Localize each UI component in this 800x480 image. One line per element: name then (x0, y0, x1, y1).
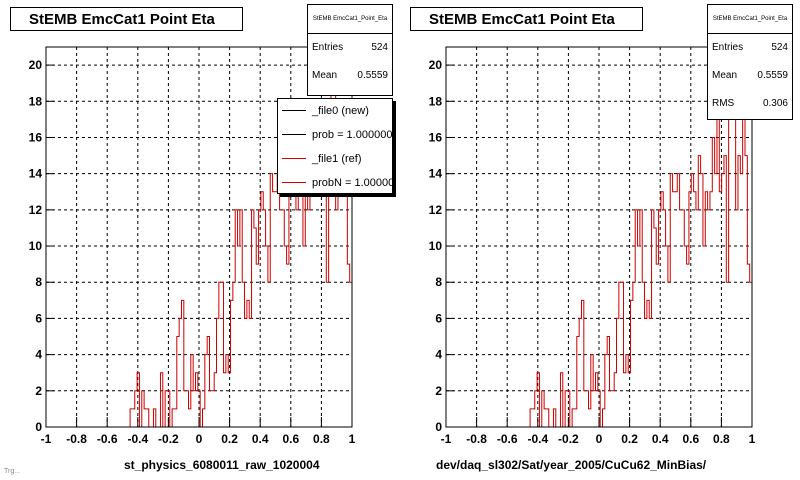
footer-text: Trg... (4, 468, 21, 475)
right-y-tick-label-8: 16 (429, 130, 443, 144)
right-y-tick-label-10: 20 (429, 58, 443, 72)
right-stats-mean-value: 0.5559 (757, 70, 788, 81)
legend-entry-probn: probN = 1.000000 (278, 171, 393, 193)
left-stats-box: StEMB EmcCat1_Point_Eta Entries 524 Mean… (307, 4, 393, 96)
legend-swatch-file0 (282, 110, 306, 111)
left-stats-mean-value: 0.5559 (357, 70, 388, 81)
right-stats-entries-value: 524 (771, 42, 788, 53)
legend-entry-file0: _file0 (new) (278, 99, 392, 123)
right-stats-header: StEMB EmcCat1_Point_Eta (708, 5, 792, 34)
legend-label-probn: probN = 1.000000 (312, 177, 393, 189)
legend-label-file1: _file1 (ref) (312, 153, 362, 165)
legend-swatch-probn (282, 182, 306, 183)
left-stats-row-mean: Mean 0.5559 (308, 62, 392, 90)
right-x-tick-label-2: -0.6 (497, 432, 518, 446)
left-y-tick-label-2: 4 (35, 348, 42, 362)
legend-label-prob: prob = 1.000000 (312, 129, 393, 141)
left-x-tick-label-3: -0.4 (127, 432, 148, 446)
right-x-tick-label-10: 1 (749, 432, 756, 446)
right-x-tick-label-9: 0.8 (713, 432, 730, 446)
left-x-tick-label-2: -0.6 (97, 432, 118, 446)
right-stats-row-entries: Entries 524 (708, 34, 792, 62)
legend-entry-file1: _file1 (ref) (278, 147, 392, 171)
right-y-tick-label-0: 0 (435, 420, 442, 434)
right-stats-row-mean: Mean 0.5559 (708, 62, 792, 90)
right-y-tick-label-3: 6 (435, 311, 442, 325)
left-x-tick-label-6: 0.2 (221, 432, 238, 446)
right-y-tick-label-6: 12 (429, 203, 443, 217)
right-stats-rms-label: RMS (712, 98, 735, 109)
right-x-tick-label-4: -0.2 (558, 432, 579, 446)
left-x-tick-label-9: 0.8 (313, 432, 330, 446)
right-x-tick-label-6: 0.2 (621, 432, 638, 446)
right-y-tick-label-4: 8 (435, 275, 442, 289)
left-stats-row-entries: Entries 524 (308, 34, 392, 62)
right-panel-title: StEMB EmcCat1 Point Eta (410, 7, 643, 31)
left-stats-header: StEMB EmcCat1_Point_Eta (308, 5, 392, 34)
right-stats-box: StEMB EmcCat1_Point_Eta Entries 524 Mean… (707, 4, 793, 120)
left-y-tick-label-1: 2 (35, 384, 42, 398)
right-y-tick-label-2: 4 (435, 348, 442, 362)
legend-entry-prob: prob = 1.000000 (278, 123, 392, 147)
legend-swatch-prob (282, 134, 306, 135)
left-x-axis-label: st_physics_6080011_raw_1020004 (124, 458, 320, 472)
left-x-tick-label-10: 1 (349, 432, 356, 446)
left-panel-title: StEMB EmcCat1 Point Eta (10, 7, 243, 31)
right-stats-mean-label: Mean (712, 70, 738, 81)
left-y-tick-label-9: 18 (29, 94, 43, 108)
right-stats-row-rms: RMS 0.306 (708, 90, 792, 118)
left-x-tick-label-1: -0.8 (66, 432, 87, 446)
left-y-tick-label-6: 12 (29, 203, 43, 217)
right-y-tick-label-5: 10 (429, 239, 443, 253)
left-stats-entries-label: Entries (312, 42, 344, 53)
right-x-tick-label-1: -0.8 (466, 432, 487, 446)
left-y-tick-label-5: 10 (29, 239, 43, 253)
right-stats-entries-label: Entries (712, 42, 744, 53)
left-y-tick-label-7: 14 (29, 167, 43, 181)
left-stats-entries-value: 524 (371, 42, 388, 53)
right-x-tick-label-0: -1 (441, 432, 452, 446)
left-y-tick-label-3: 6 (35, 311, 42, 325)
right-x-tick-label-5: 0 (596, 432, 603, 446)
left-y-tick-label-10: 20 (29, 58, 43, 72)
left-x-tick-label-7: 0.4 (252, 432, 269, 446)
right-x-tick-label-8: 0.6 (682, 432, 699, 446)
right-y-tick-label-9: 18 (429, 94, 443, 108)
left-y-tick-label-8: 16 (29, 130, 43, 144)
right-x-tick-label-7: 0.4 (652, 432, 669, 446)
left-x-tick-label-4: -0.2 (158, 432, 179, 446)
left-y-tick-label-4: 8 (35, 275, 42, 289)
legend-box: _file0 (new) prob = 1.000000 _file1 (ref… (277, 98, 393, 194)
left-x-tick-label-0: -1 (41, 432, 52, 446)
right-y-tick-label-7: 14 (429, 167, 443, 181)
right-x-axis-label: dev/daq_sl302/Sat/year_2005/CuCu62_MinBi… (436, 458, 707, 472)
legend-swatch-file1 (282, 158, 306, 159)
left-stats-mean-label: Mean (312, 70, 338, 81)
right-y-tick-label-1: 2 (435, 384, 442, 398)
left-y-tick-label-0: 0 (35, 420, 42, 434)
legend-label-file0: _file0 (new) (312, 105, 369, 117)
left-x-tick-label-8: 0.6 (282, 432, 299, 446)
right-stats-rms-value: 0.306 (762, 98, 788, 109)
left-x-tick-label-5: 0 (196, 432, 203, 446)
right-x-tick-label-3: -0.4 (527, 432, 548, 446)
